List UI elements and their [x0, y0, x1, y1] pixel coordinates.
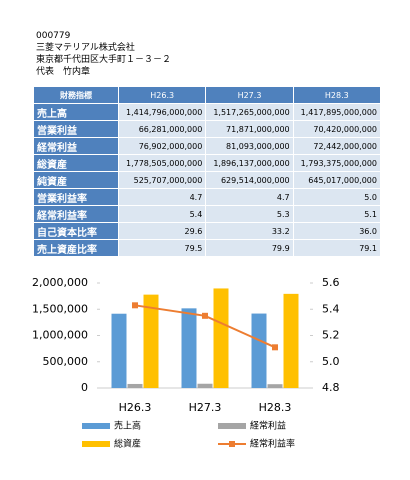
- y-tick-label: 1,000,000: [32, 329, 88, 342]
- legend-swatch: [218, 423, 246, 429]
- chart: 0 500,000 1,000,000 1,500,000 2,000,000 4.8 5.…: [32, 276, 340, 450]
- cell: H26.3: [117, 86, 207, 104]
- code: 000779: [36, 31, 71, 41]
- bar: [197, 383, 213, 388]
- table-row: 総資産 1,778,505,000,000 1,896,137,000,000 1,7…: [33, 154, 382, 172]
- marker: [272, 344, 278, 351]
- bar: [213, 288, 229, 388]
- table-row: 財務指標 H26.3 H27.3 H28.3: [33, 86, 382, 104]
- x-tick-label: H28.3: [259, 401, 292, 414]
- legend-swatch: [82, 423, 110, 429]
- row-label: 財務指標: [33, 86, 119, 104]
- bar: [143, 294, 159, 388]
- bar: [181, 308, 197, 388]
- row-label: 売上高: [33, 103, 119, 121]
- legend-swatch: [229, 441, 235, 447]
- legend-label: 経常利益: [250, 420, 286, 432]
- y2-tick-label: 5.0: [322, 355, 340, 368]
- company: 三菱マテリアル株式会社: [36, 43, 135, 53]
- bar: [127, 383, 143, 388]
- representative: 代表 竹内章: [36, 67, 91, 77]
- cell: 5.0: [292, 188, 382, 206]
- table-row: 経常利益 76,902,000,000 81,093,000,000 72,442,0…: [33, 137, 382, 155]
- cell: 72,442,000,000: [292, 137, 382, 155]
- bar: [267, 384, 283, 388]
- row-label: 売上資産比率: [33, 239, 119, 257]
- table-row: 自己資本比率 29.6 33.2 36.0: [33, 222, 382, 240]
- cell: 1,896,137,000,000: [205, 154, 294, 172]
- table-row: 経常利益率 5.4 5.3 5.1: [33, 205, 382, 223]
- cell: H28.3: [292, 86, 382, 104]
- cell: 1,778,505,000,000: [117, 154, 207, 172]
- cell: 1,414,796,000,000: [117, 103, 207, 121]
- y2-tick-label: 5.6: [322, 276, 340, 289]
- table-row: 営業利益 66,281,000,000 71,871,000,000 70,420,0…: [33, 120, 382, 138]
- cell: 1,417,895,000,000: [292, 103, 382, 121]
- cell: 5.1: [292, 205, 382, 223]
- legend-label: 経常利益率: [250, 438, 295, 450]
- cell: 70,420,000,000: [292, 120, 382, 138]
- y2-tick-label: 5.4: [322, 302, 340, 315]
- bar: [283, 293, 299, 388]
- cell: 79.5: [117, 239, 207, 257]
- cell: 33.2: [205, 222, 294, 240]
- cell: 76,902,000,000: [117, 137, 207, 155]
- address: 東京都千代田区大手町１－３－２: [36, 55, 172, 65]
- y-tick-label: 0: [81, 381, 88, 394]
- marker: [132, 302, 138, 309]
- cell: 81,093,000,000: [205, 137, 294, 155]
- x-tick-label: H27.3: [189, 401, 222, 414]
- table-row: 売上高 1,414,796,000,000 1,517,265,000,000 1,4…: [33, 103, 382, 121]
- cell: 79.9: [205, 239, 294, 257]
- cell: 36.0: [292, 222, 382, 240]
- cell: 4.7: [205, 188, 294, 206]
- y2-tick-label: 4.8: [322, 381, 340, 394]
- cell: 71,871,000,000: [205, 120, 294, 138]
- bar: [111, 313, 127, 388]
- cell: 5.4: [117, 205, 207, 223]
- row-label: 営業利益率: [33, 188, 119, 206]
- legend-label: 総資産: [114, 438, 141, 450]
- row-label: 経常利益率: [33, 205, 119, 223]
- cell: H27.3: [205, 86, 294, 104]
- legend-swatch: [82, 441, 110, 447]
- legend-label: 売上高: [114, 420, 141, 432]
- cell: 29.6: [117, 222, 207, 240]
- cell: 1,517,265,000,000: [205, 103, 294, 121]
- cell: 645,017,000,000: [292, 171, 382, 189]
- cell: 629,514,000,000: [205, 171, 294, 189]
- table-row: 売上資産比率 79.5 79.9 79.1: [33, 239, 382, 257]
- finance-table: 財務指標 H26.3 H27.3 H28.3 売上高 1,414,796,000,000 1…: [33, 86, 382, 257]
- y-tick-label: 2,000,000: [32, 276, 88, 289]
- row-label: 総資産: [33, 154, 119, 172]
- cell: 525,707,000,000: [117, 171, 207, 189]
- marker: [202, 312, 208, 319]
- row-label: 純資産: [33, 171, 119, 189]
- cell: 4.7: [117, 188, 207, 206]
- row-label: 自己資本比率: [33, 222, 119, 240]
- cell: 66,281,000,000: [117, 120, 207, 138]
- row-label: 経常利益: [33, 137, 119, 155]
- table-row: 純資産 525,707,000,000 629,514,000,000 645,017…: [33, 171, 382, 189]
- y2-tick-label: 5.2: [322, 329, 340, 342]
- cell: 5.3: [205, 205, 294, 223]
- bar: [251, 313, 267, 388]
- cell: 79.1: [292, 239, 382, 257]
- table-row: 営業利益率 4.7 4.7 5.0: [33, 188, 382, 206]
- x-tick-label: H26.3: [119, 401, 152, 414]
- y-tick-label: 500,000: [43, 355, 89, 368]
- y-tick-label: 1,500,000: [32, 302, 88, 315]
- cell: 1,793,375,000,000: [292, 154, 382, 172]
- row-label: 営業利益: [33, 120, 119, 138]
